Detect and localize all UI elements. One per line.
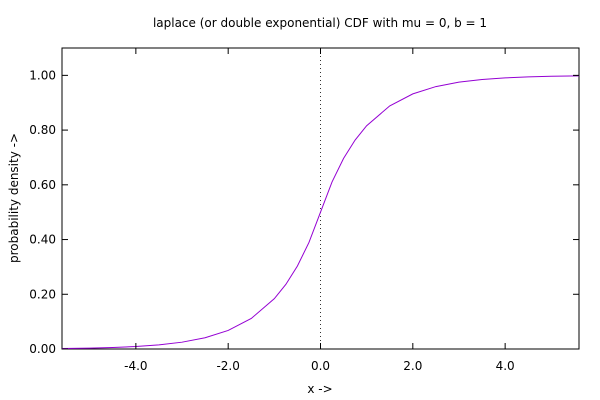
x-tick-label: 2.0 [403,359,422,373]
series-line [61,75,580,350]
x-tick-label: -4.0 [124,359,147,373]
x-tick-label: 0.0 [311,359,330,373]
x-axis-label: x -> [307,382,332,396]
y-axis: 0.00 0.20 0.40 0.60 0.80 1.00 [29,68,579,356]
y-tick-label: 0.40 [29,233,56,247]
y-tick-label: 0.60 [29,178,56,192]
series-layer [61,75,580,350]
y-tick-label: 0.20 [29,287,56,301]
x-tick-label: 4.0 [496,359,515,373]
y-tick-label: 0.00 [29,342,56,356]
x-axis: -4.0 -2.0 0.0 2.0 4.0 [124,48,515,373]
x-tick-label: -2.0 [216,359,239,373]
y-axis-label: probability density -> [7,133,21,263]
y-tick-label: 0.80 [29,123,56,137]
plot-border [61,47,580,350]
y-tick-label: 1.00 [29,68,56,82]
chart-title: laplace (or double exponential) CDF with… [153,16,487,30]
